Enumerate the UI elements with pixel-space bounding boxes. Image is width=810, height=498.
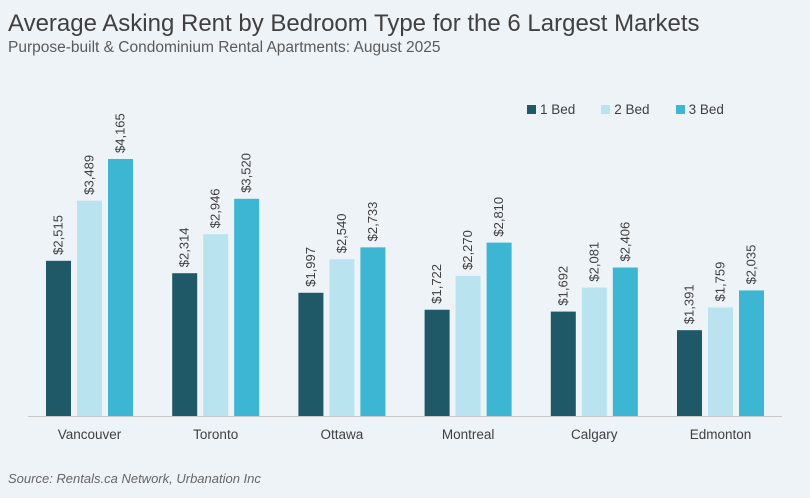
category-label-edmonton: Edmonton xyxy=(690,427,752,442)
legend-label-2-bed: 2 Bed xyxy=(614,102,650,117)
data-label-toronto-2-bed: $2,946 xyxy=(208,188,223,228)
bar-montreal-2-bed xyxy=(455,275,481,416)
bar-ottawa-2-bed xyxy=(329,259,355,416)
data-label-montreal-3-bed: $2,810 xyxy=(491,197,506,237)
legend-swatch-3-bed xyxy=(675,105,685,114)
chart-subtitle: Purpose-built & Condominium Rental Apart… xyxy=(8,39,441,56)
data-label-ottawa-1-bed: $1,997 xyxy=(303,247,318,287)
data-label-montreal-2-bed: $2,270 xyxy=(460,230,475,270)
data-label-ottawa-2-bed: $2,540 xyxy=(334,214,349,254)
data-label-montreal-1-bed: $1,722 xyxy=(429,264,444,304)
legend-item-1-bed: 1 Bed xyxy=(527,102,575,117)
data-label-edmonton-2-bed: $1,759 xyxy=(713,262,728,302)
bar-edmonton-1-bed xyxy=(677,330,702,416)
data-label-vancouver-2-bed: $3,489 xyxy=(82,155,97,195)
chart-title: Average Asking Rent by Bedroom Type for … xyxy=(8,10,700,37)
bar-calgary-3-bed xyxy=(612,267,638,416)
data-label-edmonton-3-bed: $2,035 xyxy=(744,245,759,285)
source-note: Source: Rentals.ca Network, Urbanation I… xyxy=(8,471,261,486)
data-label-calgary-3-bed: $2,406 xyxy=(617,222,632,262)
category-label-toronto: Toronto xyxy=(193,427,238,442)
bar-montreal-3-bed xyxy=(486,242,512,416)
legend-swatch-2-bed xyxy=(601,105,611,114)
data-label-ottawa-3-bed: $2,733 xyxy=(365,202,380,242)
category-label-montreal: Montreal xyxy=(442,427,495,442)
bar-calgary-2-bed xyxy=(581,287,607,416)
bar-vancouver-3-bed xyxy=(108,159,133,416)
data-label-calgary-1-bed: $1,692 xyxy=(555,266,570,306)
data-label-vancouver-1-bed: $2,515 xyxy=(51,215,66,255)
legend-label-1-bed: 1 Bed xyxy=(540,102,576,117)
category-label-calgary: Calgary xyxy=(571,427,618,442)
bar-toronto-2-bed xyxy=(203,234,229,416)
bar-edmonton-2-bed xyxy=(708,307,733,416)
legend-swatch-1-bed xyxy=(527,105,536,114)
bar-vancouver-2-bed xyxy=(77,200,102,416)
bar-ottawa-1-bed xyxy=(298,292,324,416)
data-label-toronto-3-bed: $3,520 xyxy=(239,153,254,193)
legend-item-3-bed: 3 Bed xyxy=(675,102,724,117)
legend-label-3-bed: 3 Bed xyxy=(688,102,724,117)
bar-edmonton-3-bed xyxy=(739,290,764,416)
bar-montreal-1-bed xyxy=(424,309,450,416)
category-label-ottawa: Ottawa xyxy=(321,427,364,442)
bar-toronto-1-bed xyxy=(172,273,198,416)
data-label-edmonton-1-bed: $1,391 xyxy=(682,284,697,324)
bar-vancouver-1-bed xyxy=(46,260,71,416)
bar-toronto-3-bed xyxy=(234,198,260,416)
data-label-calgary-2-bed: $2,081 xyxy=(586,242,601,282)
bar-ottawa-3-bed xyxy=(360,247,386,416)
legend: 1 Bed 2 Bed 3 Bed xyxy=(527,102,724,117)
data-label-toronto-1-bed: $2,314 xyxy=(177,227,192,267)
data-label-vancouver-3-bed: $4,165 xyxy=(113,113,128,153)
category-label-vancouver: Vancouver xyxy=(58,427,122,442)
bar-calgary-1-bed xyxy=(550,311,576,416)
legend-item-2-bed: 2 Bed xyxy=(601,102,650,117)
